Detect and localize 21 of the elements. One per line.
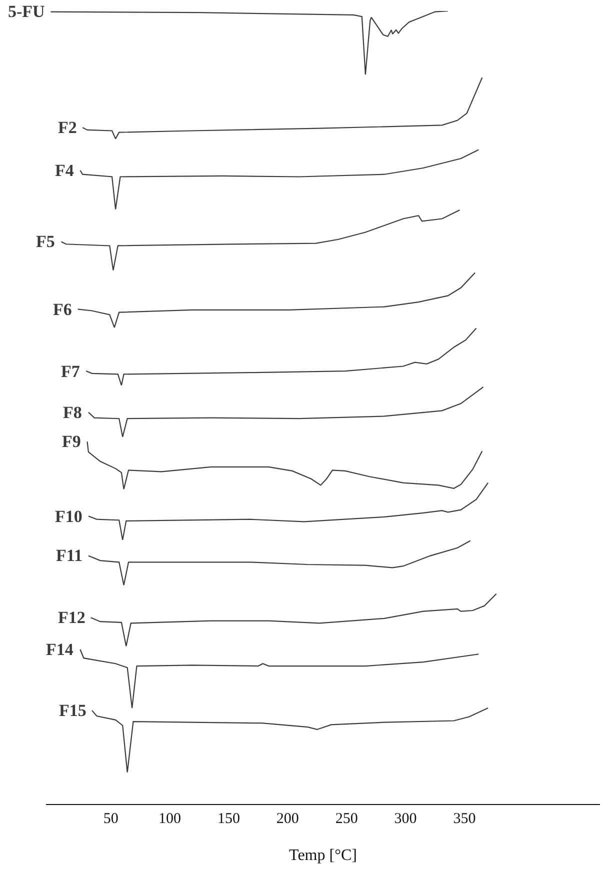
series-label: F14 [46, 640, 74, 659]
series-label: F2 [58, 118, 77, 137]
x-tick-label: 50 [103, 811, 118, 828]
series-label: F8 [63, 403, 82, 422]
x-axis-title: Temp [°C] [289, 846, 357, 864]
series-label: F10 [55, 507, 82, 526]
series-label: F5 [36, 232, 55, 251]
x-tick-label: 250 [335, 811, 358, 828]
series-label: 5-FU [8, 2, 45, 21]
series-label: F9 [62, 432, 81, 451]
series-label: F7 [61, 362, 80, 381]
series-label: F6 [53, 300, 72, 319]
x-tick-label: 300 [394, 811, 417, 828]
series-label: F11 [56, 546, 82, 565]
x-tick-label: 200 [276, 811, 299, 828]
series-label: F15 [59, 701, 86, 720]
x-tick-label: 350 [453, 811, 476, 828]
x-tick-label: 100 [158, 811, 182, 828]
x-tick-label: 150 [217, 811, 240, 828]
series-label: F4 [55, 161, 74, 180]
series-label: F12 [58, 608, 86, 627]
